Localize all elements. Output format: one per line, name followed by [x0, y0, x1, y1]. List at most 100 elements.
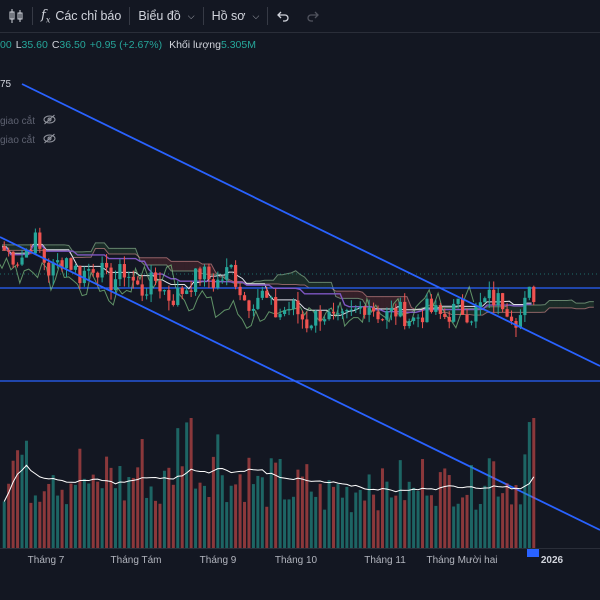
volume-bar: [532, 418, 536, 548]
ohlc-legend: 00 L 35.60 C 36.50 +0.95 (+2.67%) Khối lượ…: [0, 36, 256, 54]
candle: [389, 300, 393, 321]
eye-hidden-icon[interactable]: [43, 114, 56, 128]
volume-bar: [403, 500, 407, 548]
candle: [518, 309, 523, 330]
volume-value: 5.305M: [220, 39, 256, 51]
candle: [171, 294, 175, 307]
chart-style-button[interactable]: [0, 0, 32, 32]
candle: [91, 263, 95, 277]
candle: [251, 304, 256, 317]
candle: [131, 270, 135, 289]
candle: [492, 281, 496, 313]
candle: [180, 285, 184, 300]
candle: [438, 302, 442, 320]
candle: [425, 293, 429, 323]
profile-menu-button[interactable]: Hồ sơ ⌵: [204, 0, 268, 32]
volume-bar: [283, 499, 287, 548]
chart-menu-label: Biểu đồ: [138, 9, 181, 23]
candle: [69, 257, 73, 271]
toolbar-divider: [32, 7, 33, 25]
candle: [478, 292, 482, 316]
candle: [403, 293, 407, 330]
volume-bar: [2, 501, 6, 548]
candle: [318, 305, 322, 331]
volume-bar: [389, 497, 393, 548]
time-axis[interactable]: Tháng 7 Tháng Tám Tháng 9 Tháng 10 Tháng…: [0, 548, 600, 573]
candle: [331, 302, 336, 320]
candle: [434, 300, 438, 315]
volume-label: Khối lượng: [169, 39, 221, 51]
volume-bar: [278, 458, 282, 548]
candle: [371, 302, 376, 317]
redo-button[interactable]: [298, 0, 328, 32]
cloud-span-b-line: [2, 248, 594, 316]
volume-bar: [42, 491, 46, 548]
indicator-label: giao cắt: [0, 115, 36, 127]
volume-bar: [113, 488, 117, 548]
volume-bar: [60, 489, 64, 548]
volume-bar: [69, 483, 73, 548]
x-tick-label: Tháng 7: [27, 555, 65, 566]
candle: [38, 227, 42, 253]
indicators-button[interactable]: fx Các chỉ báo: [33, 0, 129, 32]
volume-bar: [207, 497, 211, 548]
candle: [527, 286, 531, 301]
price-chart[interactable]: [0, 55, 600, 548]
volume-bar: [287, 499, 291, 548]
volume-bar: [158, 503, 162, 548]
volume-bar: [452, 506, 456, 548]
redo-icon: [307, 11, 320, 22]
candle: [385, 307, 389, 329]
volume-bar: [327, 480, 331, 548]
candle: [256, 289, 260, 310]
candle: [60, 257, 64, 272]
volume-bar: [336, 484, 340, 548]
volume-bar: [323, 509, 327, 548]
candle: [505, 303, 509, 318]
candle: [207, 263, 211, 289]
volume-bar: [189, 418, 193, 548]
candle: [189, 281, 193, 298]
volume-bar: [447, 475, 451, 548]
volume-bar: [469, 465, 473, 548]
volume-bar: [434, 505, 438, 548]
volume-bar: [180, 466, 184, 548]
undo-button[interactable]: [268, 0, 298, 32]
candle: [33, 228, 37, 255]
candle: [229, 264, 233, 269]
volume-bar: [251, 484, 255, 548]
candle: [153, 267, 158, 286]
candle: [274, 288, 278, 318]
volume-bar: [291, 496, 295, 548]
volume-bar: [416, 491, 420, 548]
candle: [20, 249, 24, 266]
volume-bar: [300, 476, 304, 548]
candle: [523, 291, 527, 323]
volume-bar: [140, 439, 144, 548]
candle: [460, 294, 465, 315]
indicator-row[interactable]: giao cắt: [0, 114, 56, 128]
volume-bar: [185, 422, 189, 548]
volume-bar: [238, 474, 242, 548]
volume-bar: [96, 481, 100, 548]
candle: [532, 285, 536, 306]
candle: [398, 297, 402, 318]
x-tick-label: Tháng 9: [199, 555, 237, 566]
indicator-row[interactable]: giao cắt: [0, 133, 56, 147]
volume-bar: [492, 461, 496, 548]
candle: [2, 241, 6, 251]
volume-bar: [367, 474, 371, 548]
candle: [158, 272, 162, 299]
candle: [407, 318, 411, 329]
candle: [314, 309, 318, 333]
candle: [282, 306, 287, 317]
volume-bar: [78, 448, 82, 548]
volume-bar: [198, 482, 202, 548]
volume-bar: [91, 474, 95, 548]
candle: [82, 266, 86, 287]
volume-bar: [109, 467, 113, 548]
volume-bar: [274, 462, 278, 548]
eye-hidden-icon[interactable]: [43, 133, 56, 147]
candle: [167, 285, 171, 311]
chart-menu-button[interactable]: Biểu đồ ⌵: [130, 0, 202, 32]
